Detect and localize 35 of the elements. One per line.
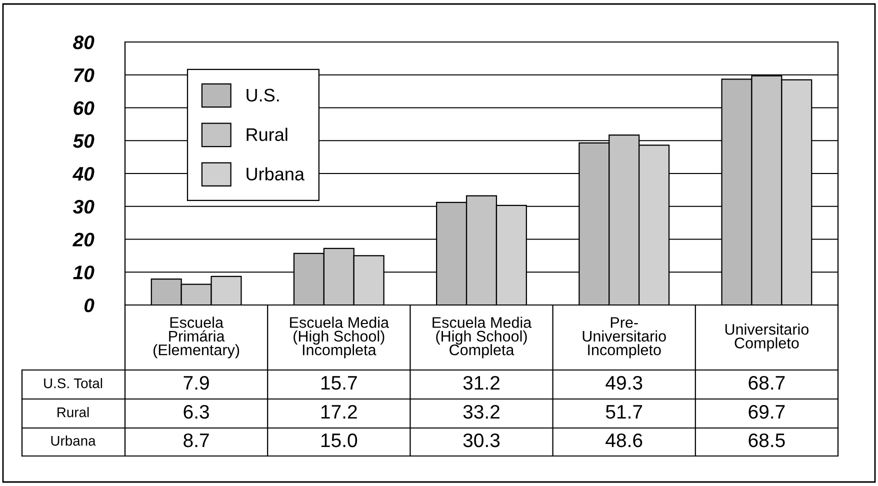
legend-label: U.S. [246,88,279,102]
text: 68.7 [748,376,785,390]
text: 31.2 [463,376,500,390]
text: U.S. Total [44,378,102,388]
text: 51.7 [606,405,642,419]
y-tick-label: 60 [74,101,94,115]
x-tick-label: Pre- Universitario Incompleto [582,317,666,358]
text: 68.5 [748,433,785,448]
y-tick-label: 30 [72,200,94,214]
text: 15.7 [321,376,357,390]
text: 49.3 [606,376,642,390]
y-tick-label: 40 [72,166,94,181]
x-tick-label: Escuela Media (High School) Incompleta [290,316,390,358]
y-tick-label: 0 [84,298,94,312]
y-tick-label: 10 [73,266,94,280]
text: 69.7 [748,404,785,419]
text: Rural [58,407,89,418]
text: 7.9 [184,376,209,390]
text: 30.3 [463,433,500,448]
text: 33.2 [463,404,500,419]
legend-label: Rural [246,128,288,142]
x-tick-label: Escuela Media (High School) Completa [432,316,532,358]
text: 8.7 [184,433,209,448]
y-tick-label: 70 [74,68,94,82]
x-tick-label: Universitario Completo [725,324,809,352]
text: 6.3 [184,404,209,419]
text: 48.6 [606,433,642,448]
y-tick-label: 50 [73,134,94,148]
y-tick-label: 20 [72,232,94,246]
text: 17.2 [321,404,357,419]
text: Urbana [51,436,96,446]
x-tick-label: Escuela Primária (Elementary) [154,316,240,358]
text: 15.0 [321,433,358,448]
legend-label: Urbana [246,167,304,180]
y-tick-label: 80 [73,35,94,50]
